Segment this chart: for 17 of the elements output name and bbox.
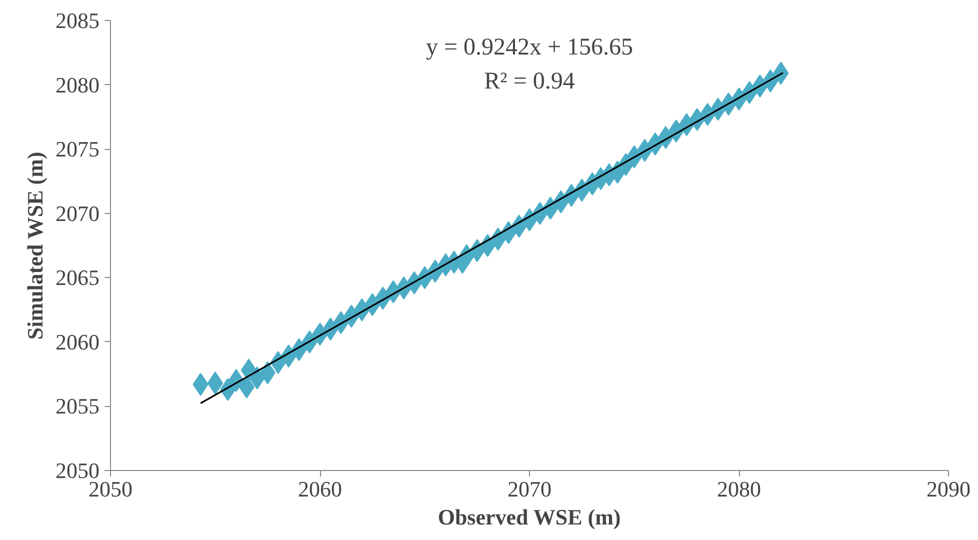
x-tick-label: 2070 (508, 476, 552, 502)
x-axis-title: Observed WSE (m) (438, 504, 621, 530)
x-tick-label: 2080 (717, 476, 761, 502)
x-tick-label: 2090 (926, 476, 970, 502)
y-tick-label: 2075 (56, 136, 100, 162)
y-tick-label: 2060 (56, 329, 100, 354)
y-tick-label: 2050 (56, 458, 100, 483)
y-tick-label: 2055 (56, 394, 100, 419)
y-tick-label: 2065 (56, 265, 100, 290)
annotation: y = 0.9242x + 156.65 (426, 34, 634, 60)
y-axis-title: Simulated WSE (m) (22, 152, 48, 340)
annotation: R² = 0.94 (484, 68, 575, 94)
y-tick-label: 2085 (56, 8, 100, 33)
point (207, 372, 224, 395)
x-tick-label: 2060 (298, 476, 342, 502)
y-tick-label: 2080 (56, 72, 100, 98)
y-tick-label: 2070 (56, 200, 100, 226)
